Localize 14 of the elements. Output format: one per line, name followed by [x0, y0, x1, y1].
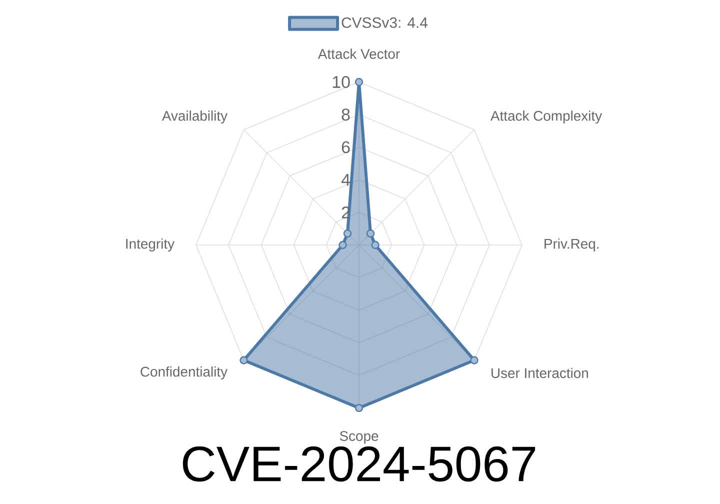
spoke-label: Scope	[340, 431, 378, 444]
spoke-label: Priv.Req.	[544, 238, 599, 252]
y-tick-label: 4	[341, 174, 350, 186]
y-tick-label: 8	[342, 108, 350, 121]
spoke-label: Attack Complexity	[490, 110, 602, 124]
y-tick-label: 6	[342, 141, 350, 154]
text: CVE-2024-5067	[182, 446, 536, 482]
spoke-label: Availability	[162, 110, 228, 124]
y-tick-label: 10	[332, 76, 350, 88]
spoke-label: User Interaction	[492, 368, 588, 378]
spoke-label: Confidentiality	[140, 366, 228, 380]
legend-label: CVSSv3: 4.4	[342, 17, 428, 28]
spoke-label: Integrity	[126, 238, 175, 252]
spoke-label: Attack Vector	[318, 48, 400, 59]
